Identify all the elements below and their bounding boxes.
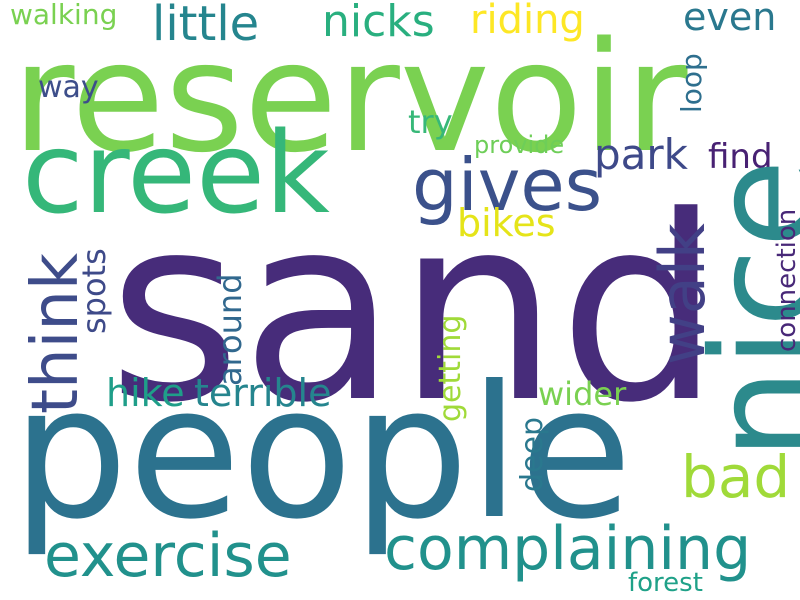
word-terrible: terrible [194,371,332,415]
word-bikes: bikes [457,201,556,245]
word-forest: forest [628,568,703,598]
word-reservoir: reservoir [12,9,688,186]
word-bad: bad [681,443,791,511]
word-deep: deep [515,417,550,492]
word-hike: hike [106,371,185,415]
word-provide: provide [474,131,565,159]
word-little: little [152,0,260,52]
word-find: find [708,137,773,177]
word-getting: getting [433,314,468,422]
word-park: park [594,130,688,179]
word-way: way [38,70,99,105]
word-complaining: complaining [384,514,752,584]
word-connection: connection [772,208,800,352]
word-loop: loop [675,53,708,113]
word-walking: walking [10,0,118,31]
word-even: even [683,0,777,39]
word-spots: spots [75,248,113,334]
word-nicks: nicks [322,0,435,47]
word-try: try [408,103,453,141]
word-sand: sand [108,162,721,459]
word-around: around [211,273,249,386]
word-gives: gives [412,143,603,227]
word-wider: wider [538,375,627,413]
word-walk: walk [646,223,719,365]
word-people: people [12,347,633,560]
word-exercise: exercise [44,521,292,591]
word-creek: creek [22,109,330,239]
word-riding: riding [470,0,585,43]
